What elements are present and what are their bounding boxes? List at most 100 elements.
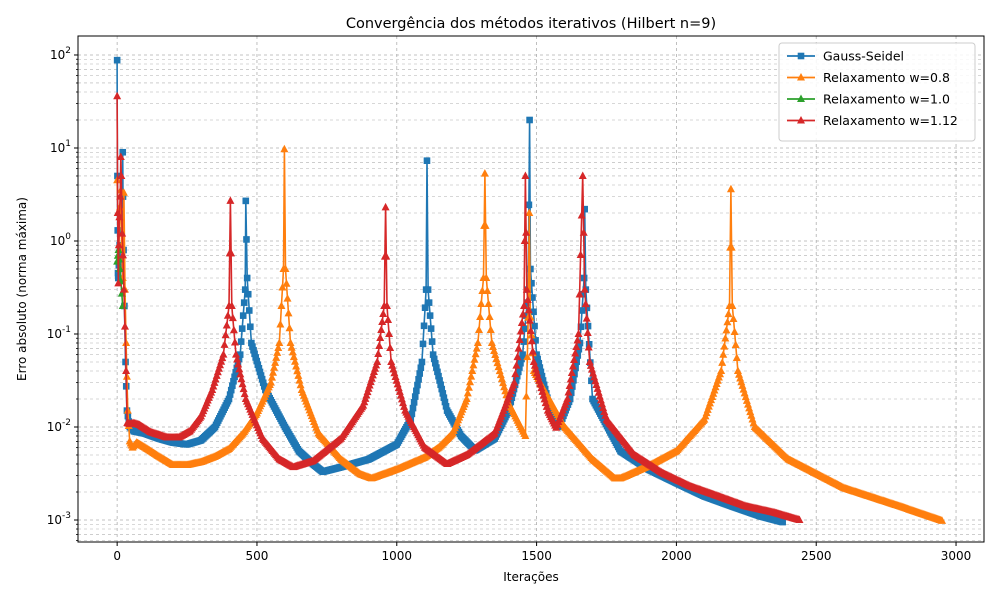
data-point: [379, 309, 388, 317]
data-point: [577, 210, 586, 219]
data-point: [493, 358, 502, 367]
data-point: [514, 344, 523, 352]
data-point: [375, 341, 384, 349]
data-point: [519, 351, 526, 358]
data-point: [469, 360, 478, 369]
data-point: [527, 336, 536, 345]
legend-marker: [797, 94, 805, 102]
y-tick-label: 102: [50, 46, 71, 62]
y-tick-label: 10-2: [47, 418, 71, 434]
data-point: [517, 359, 524, 367]
data-point: [938, 516, 947, 524]
data-point: [583, 328, 592, 337]
data-point: [517, 318, 526, 327]
data-point: [721, 333, 730, 342]
legend-marker: [797, 73, 805, 81]
data-point: [420, 322, 428, 330]
data-point: [728, 301, 737, 309]
data-point: [575, 289, 584, 298]
data-point: [285, 323, 294, 332]
data-point: [221, 330, 230, 339]
data-point: [565, 381, 574, 389]
data-point: [726, 184, 735, 193]
data-point: [520, 301, 529, 309]
series-4: [113, 91, 804, 523]
data-point: [534, 355, 541, 363]
data-point: [275, 338, 284, 347]
data-point: [531, 322, 538, 330]
data-point: [233, 355, 242, 363]
data-point: [570, 355, 579, 363]
data-point: [384, 315, 393, 323]
data-point: [513, 352, 522, 361]
data-point: [440, 394, 448, 401]
data-point: [378, 317, 387, 325]
legend-item: Relaxamento w=1.12: [787, 113, 958, 128]
data-point: [239, 384, 248, 393]
data-point: [231, 350, 240, 358]
legend-label: Relaxamento w=1.12: [823, 113, 958, 128]
data-point: [522, 312, 530, 319]
data-point: [417, 364, 425, 372]
data-point: [717, 366, 726, 375]
data-point: [466, 377, 475, 386]
data-point: [411, 393, 419, 400]
data-point: [122, 366, 131, 375]
data-point: [719, 350, 728, 358]
data-point: [795, 515, 804, 523]
data-point: [730, 327, 739, 335]
data-point: [288, 347, 297, 356]
x-axis: 0 500 1000 1500 2000 2500 3000: [113, 542, 971, 563]
data-point: [584, 343, 593, 351]
data-point: [563, 394, 572, 402]
data-point: [247, 323, 254, 331]
legend-box: [778, 42, 976, 142]
data-point: [410, 399, 418, 406]
data-point: [572, 342, 581, 350]
data-point: [520, 338, 528, 345]
data-point: [538, 372, 546, 380]
data-point: [472, 344, 481, 352]
data-point: [424, 286, 432, 293]
data-point: [115, 212, 124, 221]
data-point: [118, 229, 127, 237]
data-point: [511, 369, 520, 378]
legend: Gauss-Seidel Relaxamento w=0.8 Relaxamento…: [778, 42, 976, 142]
data-point: [416, 370, 424, 377]
x-tick-label: 3000: [941, 549, 972, 563]
data-point: [237, 338, 245, 345]
data-point: [473, 338, 482, 347]
data-point: [241, 286, 249, 293]
data-point: [478, 286, 487, 295]
x-tick-label: 0: [113, 549, 121, 563]
data-point: [480, 169, 489, 177]
data-point: [252, 354, 259, 361]
data-point: [428, 338, 436, 345]
data-point: [120, 322, 129, 330]
data-point: [226, 196, 235, 204]
data-point: [430, 355, 438, 363]
data-point: [435, 372, 442, 380]
data-point: [227, 301, 236, 309]
data-point: [724, 309, 733, 318]
data-point: [225, 395, 233, 403]
data-point: [287, 343, 296, 351]
data-point: [463, 388, 472, 397]
data-point: [377, 325, 386, 333]
data-point: [439, 390, 447, 397]
data-point: [471, 349, 480, 358]
data-point: [385, 329, 394, 337]
data-point: [269, 368, 278, 376]
data-point: [512, 377, 520, 384]
data-point: [251, 350, 258, 358]
data-point: [267, 373, 276, 381]
data-point: [243, 274, 251, 282]
data-point: [522, 228, 531, 236]
data-point: [578, 307, 586, 314]
legend-label: Gauss-Seidel: [823, 49, 904, 64]
data-point: [227, 248, 236, 257]
y-tick-label: 10-3: [47, 511, 71, 527]
data-point: [729, 314, 738, 322]
y-tick-label: 100: [50, 232, 71, 248]
data-point: [516, 327, 525, 335]
